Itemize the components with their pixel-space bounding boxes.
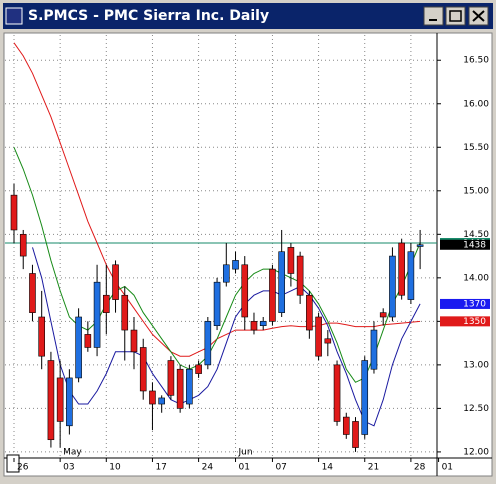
price-label: 1438 <box>463 240 486 250</box>
candle-body <box>296 255 304 296</box>
candle-body <box>324 338 332 344</box>
window-title: S.PMCS - PMC Sierra Inc. Daily <box>28 8 269 24</box>
candle-body <box>19 234 27 257</box>
candle-body <box>103 294 110 313</box>
minimize-button[interactable] <box>423 6 444 26</box>
month-label: May <box>63 448 82 458</box>
candle-body <box>195 364 202 374</box>
candle-body <box>75 316 82 379</box>
candle-body <box>333 364 341 422</box>
app-icon <box>5 7 23 25</box>
x-tick-label: 10 <box>109 463 121 473</box>
price-label-box <box>440 316 490 327</box>
candle-body <box>287 247 295 274</box>
x-tick-label: 01 <box>442 463 453 473</box>
price-label: 1370 <box>463 299 486 309</box>
y-tick-label: 12.00 <box>463 447 489 457</box>
candle-body <box>269 268 276 322</box>
month-label: Jun <box>238 448 253 458</box>
x-tick-label: 21 <box>368 463 379 473</box>
y-tick-label: 14.50 <box>463 230 489 240</box>
candle-body <box>130 329 138 353</box>
candle-body <box>66 377 73 427</box>
candle-body <box>222 264 230 283</box>
candle-body <box>352 421 359 448</box>
x-tick-label: 07 <box>275 463 286 473</box>
price-label-box <box>440 298 490 309</box>
price-label-box <box>440 239 490 250</box>
candle-body <box>259 321 267 327</box>
candle-body <box>38 316 45 357</box>
scroll-box[interactable] <box>6 454 20 473</box>
candle-body <box>241 264 249 318</box>
maximize-button[interactable] <box>445 6 466 26</box>
candle-body <box>278 251 285 313</box>
candle-body <box>84 334 92 348</box>
candle-body <box>93 281 101 348</box>
window-buttons[interactable] <box>423 6 489 26</box>
y-tick-label: 12.50 <box>463 404 489 414</box>
y-tick-label: 13.00 <box>463 360 489 370</box>
candle-body <box>342 416 350 435</box>
x-tick-label: 26 <box>17 463 29 473</box>
x-tick-label: 24 <box>202 463 214 473</box>
candle-body <box>407 251 415 300</box>
candle-body <box>361 360 369 435</box>
candle-body <box>47 360 55 441</box>
candle-body <box>306 294 313 331</box>
candle-body <box>379 312 387 318</box>
candle-body <box>416 244 424 247</box>
candle-body <box>186 368 193 405</box>
x-tick-label: 14 <box>322 463 334 473</box>
candle-body <box>370 329 378 370</box>
candle-body <box>213 281 221 327</box>
candle-body <box>176 368 184 409</box>
candle-body <box>56 377 64 422</box>
candle-body <box>10 194 18 231</box>
candle-body <box>398 242 405 296</box>
candle-body <box>250 321 258 331</box>
x-tick-label: 01 <box>239 463 250 473</box>
candle-body <box>112 264 119 300</box>
x-tick-label: 03 <box>63 463 74 473</box>
x-tick-label: 28 <box>414 463 426 473</box>
candle-body <box>167 360 175 396</box>
price-label: 1350 <box>463 317 486 327</box>
y-tick-label: 15.00 <box>463 186 489 196</box>
candle-body <box>149 390 156 405</box>
candle-body <box>139 347 147 392</box>
y-tick-label: 16.50 <box>463 56 489 66</box>
candle-body <box>158 397 165 405</box>
close-icon <box>472 10 485 22</box>
candle-body <box>315 316 322 357</box>
y-tick-label: 15.50 <box>463 143 489 153</box>
moving-average-line <box>32 247 421 427</box>
y-tick-label: 14.00 <box>463 273 489 283</box>
candle-body <box>232 260 239 270</box>
x-tick-label: 17 <box>155 463 166 473</box>
maximize-icon <box>449 10 462 22</box>
candle-body <box>121 294 129 331</box>
candle-body <box>204 321 212 366</box>
candle-body <box>389 255 396 318</box>
candle-body <box>29 273 36 313</box>
y-tick-label: 16.00 <box>463 99 489 109</box>
chart-area <box>3 32 493 477</box>
title-bar <box>3 3 493 29</box>
